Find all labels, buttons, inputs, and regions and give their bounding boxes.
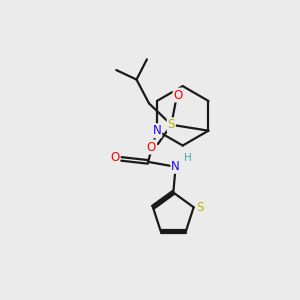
Text: S: S	[168, 118, 175, 131]
Text: S: S	[196, 201, 204, 214]
Text: N: N	[171, 160, 180, 173]
Text: O: O	[147, 140, 156, 154]
Text: N: N	[153, 124, 161, 137]
Text: H: H	[184, 153, 192, 163]
Text: O: O	[110, 151, 119, 164]
Text: O: O	[173, 88, 183, 101]
